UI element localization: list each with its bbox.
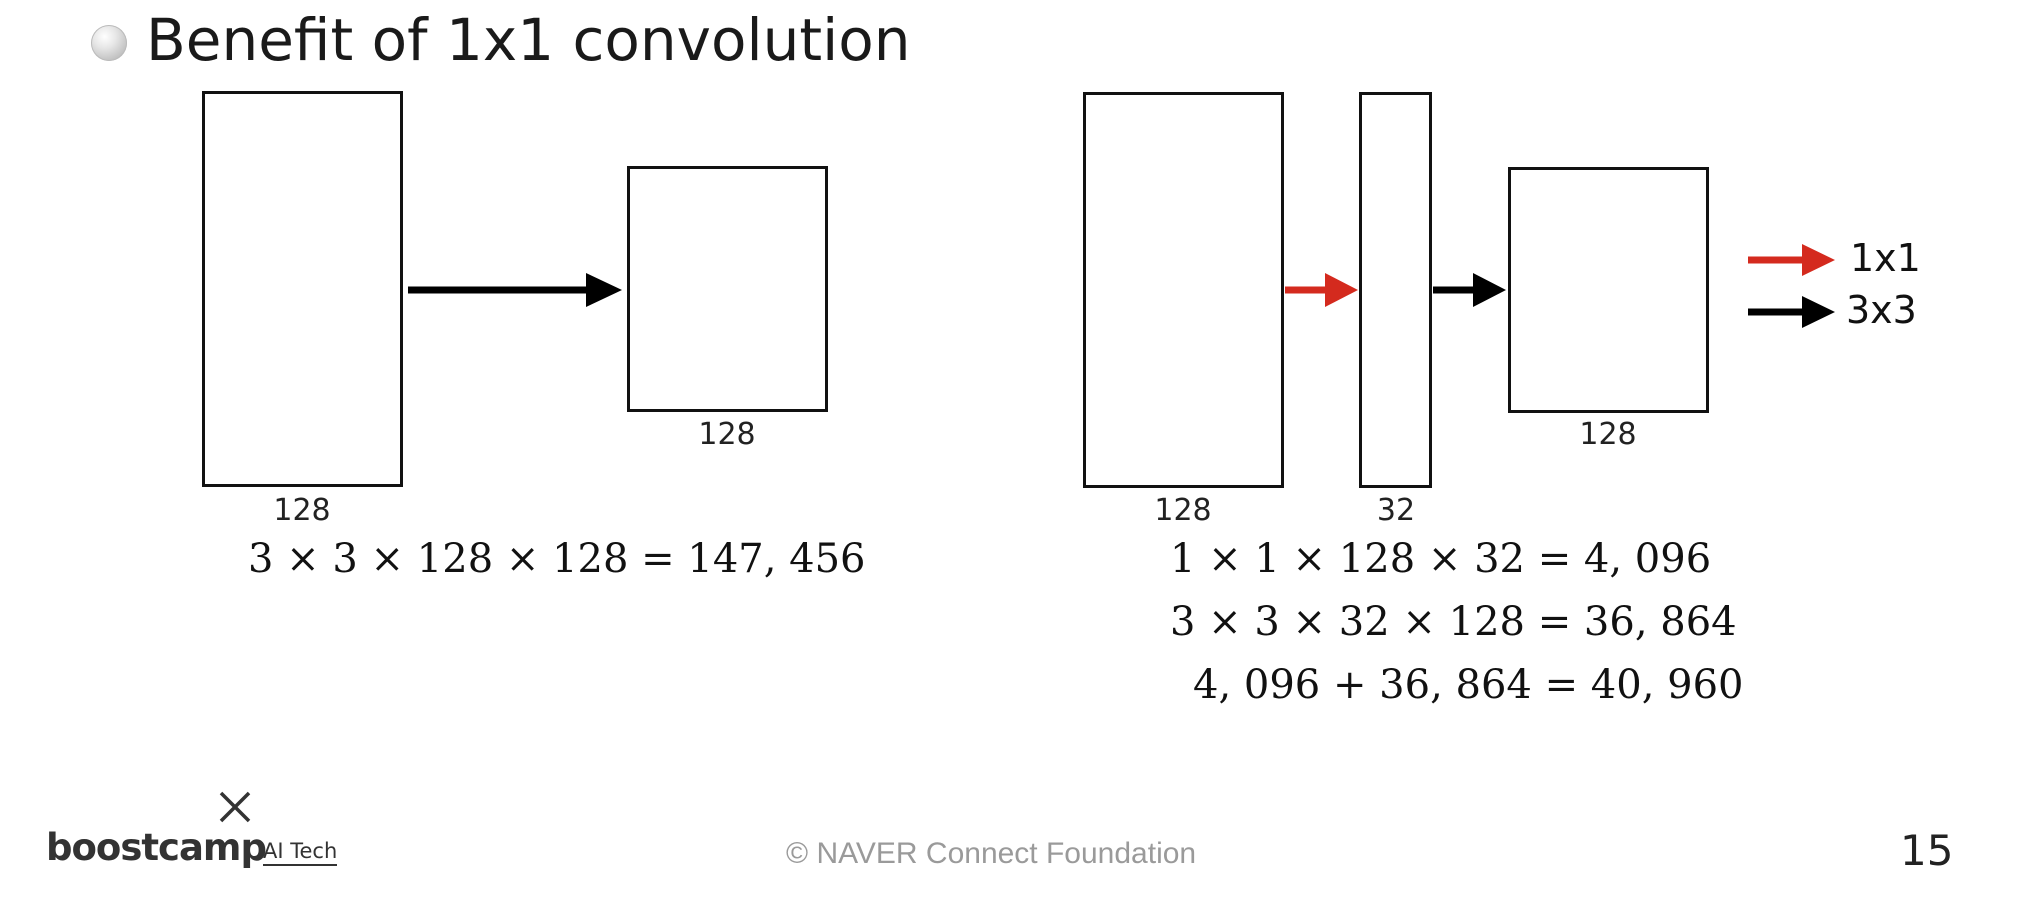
bullet-icon xyxy=(91,25,127,61)
right-formula-1x1: 1 × 1 × 128 × 32 = 4, 096 xyxy=(1170,536,1712,582)
red-arrow-icon xyxy=(1285,273,1358,307)
legend-label-3x3: 3x3 xyxy=(1846,288,1917,332)
brand-logo: boostcamp xyxy=(46,826,267,869)
page-number: 15 xyxy=(1900,826,1954,875)
brand-sub-label: AI Tech xyxy=(263,838,338,866)
slide-title: Benefit of 1x1 convolution xyxy=(146,6,911,74)
right-output-label: 128 xyxy=(1579,417,1637,452)
left-formula: 3 × 3 × 128 × 128 = 147, 456 xyxy=(248,536,866,582)
legend-label-1x1: 1x1 xyxy=(1850,236,1921,280)
black-arrow-icon xyxy=(1433,273,1506,307)
bottleneck-label: 32 xyxy=(1376,493,1416,528)
left-input-label: 128 xyxy=(273,493,331,528)
left-input-block xyxy=(202,91,403,487)
legend-red-arrow-icon xyxy=(1748,244,1835,276)
right-input-block xyxy=(1083,92,1284,488)
legend-black-arrow-icon xyxy=(1748,296,1835,328)
right-formula-total: 4, 096 + 36, 864 = 40, 960 xyxy=(1193,662,1744,708)
left-arrow-icon xyxy=(408,273,622,307)
brand-cross-icon xyxy=(219,791,251,823)
copyright-text: © NAVER Connect Foundation xyxy=(786,837,1197,870)
right-input-label: 128 xyxy=(1154,493,1212,528)
bottleneck-block xyxy=(1359,92,1432,488)
right-formula-3x3: 3 × 3 × 32 × 128 = 36, 864 xyxy=(1170,599,1737,645)
left-output-label: 128 xyxy=(698,417,756,452)
left-output-block xyxy=(627,166,828,412)
right-output-block xyxy=(1508,167,1709,413)
